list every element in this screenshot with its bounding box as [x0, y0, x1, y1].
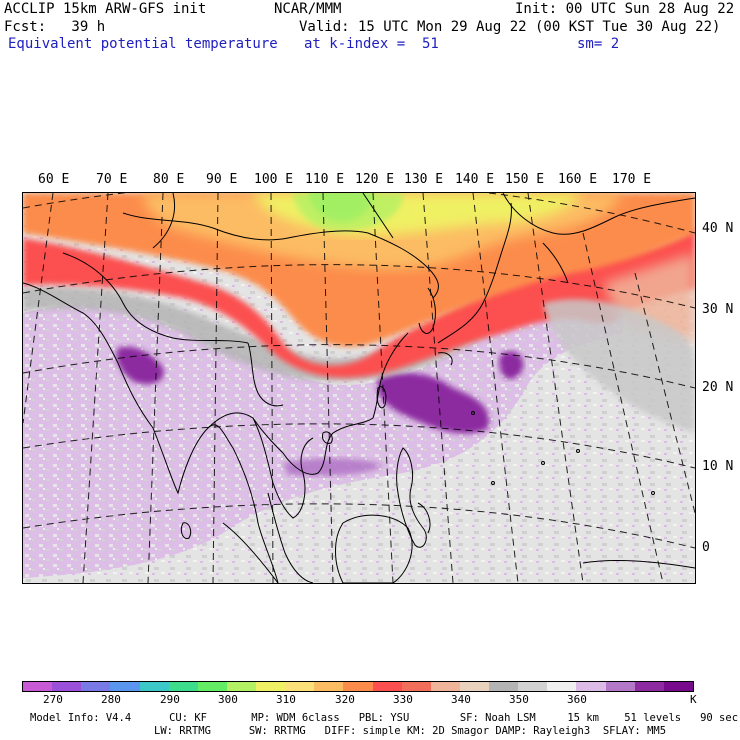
- colorbar-tick: 330: [393, 693, 413, 706]
- lon-label: 60 E: [38, 172, 70, 187]
- purple-core-bay: [116, 346, 164, 385]
- colorbar-swatch: [459, 682, 489, 691]
- lat-label: 20 N: [702, 380, 734, 395]
- colorbar-unit: K: [690, 693, 697, 706]
- init-time: Init: 00 UTC Sun 28 Aug 22: [515, 1, 735, 17]
- lavender-region: [23, 296, 623, 578]
- colorbar-tick: 270: [43, 693, 63, 706]
- colorbar: [22, 681, 694, 692]
- colorbar-swatch: [168, 682, 198, 691]
- colorbar-tick: 350: [509, 693, 529, 706]
- lat-label: 0: [702, 540, 710, 555]
- lon-label: 80 E: [153, 172, 185, 187]
- colorbar-tick: 290: [160, 693, 180, 706]
- lat-label: 10 N: [702, 459, 734, 474]
- lon-label: 160 E: [558, 172, 598, 187]
- colorbar-swatch: [372, 682, 402, 691]
- colorbar-swatch: [430, 682, 460, 691]
- model-info-line2: LW: RRTMG SW: RRTMG DIFF: simple KM: 2D …: [154, 725, 667, 737]
- forecast-hour: Fcst: 39 h: [4, 19, 106, 35]
- colorbar-swatch: [576, 682, 606, 691]
- colorbar-tick: 360: [567, 693, 587, 706]
- colorbar-swatch: [547, 682, 577, 691]
- lat-label: 30 N: [702, 302, 734, 317]
- colorbar-swatch: [401, 682, 431, 691]
- colorbar-tick: 310: [276, 693, 296, 706]
- smoothing-label: sm= 2: [577, 36, 620, 52]
- purple-core-east: [499, 351, 524, 379]
- lon-label: 100 E: [254, 172, 294, 187]
- colorbar-swatch: [285, 682, 315, 691]
- lat-label: 40 N: [702, 221, 734, 236]
- colorbar-swatch: [110, 682, 140, 691]
- lon-label: 150 E: [505, 172, 545, 187]
- lon-label: 170 E: [612, 172, 652, 187]
- colorbar-swatch: [52, 682, 82, 691]
- green-patch-2: [293, 193, 403, 231]
- colorbar-swatch: [605, 682, 635, 691]
- colorbar-swatch: [23, 682, 53, 691]
- coastlines: [23, 193, 695, 583]
- colorbar-tick: 340: [451, 693, 471, 706]
- gray-band: [23, 273, 583, 382]
- lon-label: 120 E: [355, 172, 395, 187]
- lon-label: 70 E: [96, 172, 128, 187]
- colorbar-tick: 300: [218, 693, 238, 706]
- colorbar-swatch: [197, 682, 227, 691]
- colorbar-tick: 320: [335, 693, 355, 706]
- purple-core-philippine-sea: [377, 372, 489, 434]
- colorbar-swatch: [226, 682, 256, 691]
- purple-band-scs: [283, 458, 383, 477]
- model-title: ACCLIP 15km ARW-GFS init: [4, 1, 207, 17]
- colorbar-swatch: [343, 682, 373, 691]
- colorbar-swatch: [139, 682, 169, 691]
- map-canvas: [23, 193, 695, 583]
- colorbar-swatch: [81, 682, 111, 691]
- gray-northeast: [543, 299, 695, 433]
- colorbar-swatch: [663, 682, 693, 691]
- lon-label: 130 E: [404, 172, 444, 187]
- colorbar-swatch: [256, 682, 286, 691]
- colorbar-swatch: [634, 682, 664, 691]
- colorbar-tick: 280: [101, 693, 121, 706]
- colorbar-swatch: [314, 682, 344, 691]
- model-info-line1: Model Info: V4.4 CU: KF MP: WDM 6class P…: [30, 712, 739, 724]
- theta-e-map: [22, 192, 696, 584]
- lon-label: 140 E: [455, 172, 495, 187]
- lon-label: 110 E: [305, 172, 345, 187]
- colorbar-swatch: [518, 682, 548, 691]
- level-index: at k-index = 51: [304, 36, 439, 52]
- colorbar-swatch: [489, 682, 519, 691]
- field-name: Equivalent potential temperature: [8, 36, 278, 52]
- organization-label: NCAR/MMM: [274, 1, 342, 17]
- lon-label: 90 E: [206, 172, 238, 187]
- valid-time: Valid: 15 UTC Mon 29 Aug 22 (00 KST Tue …: [299, 19, 721, 35]
